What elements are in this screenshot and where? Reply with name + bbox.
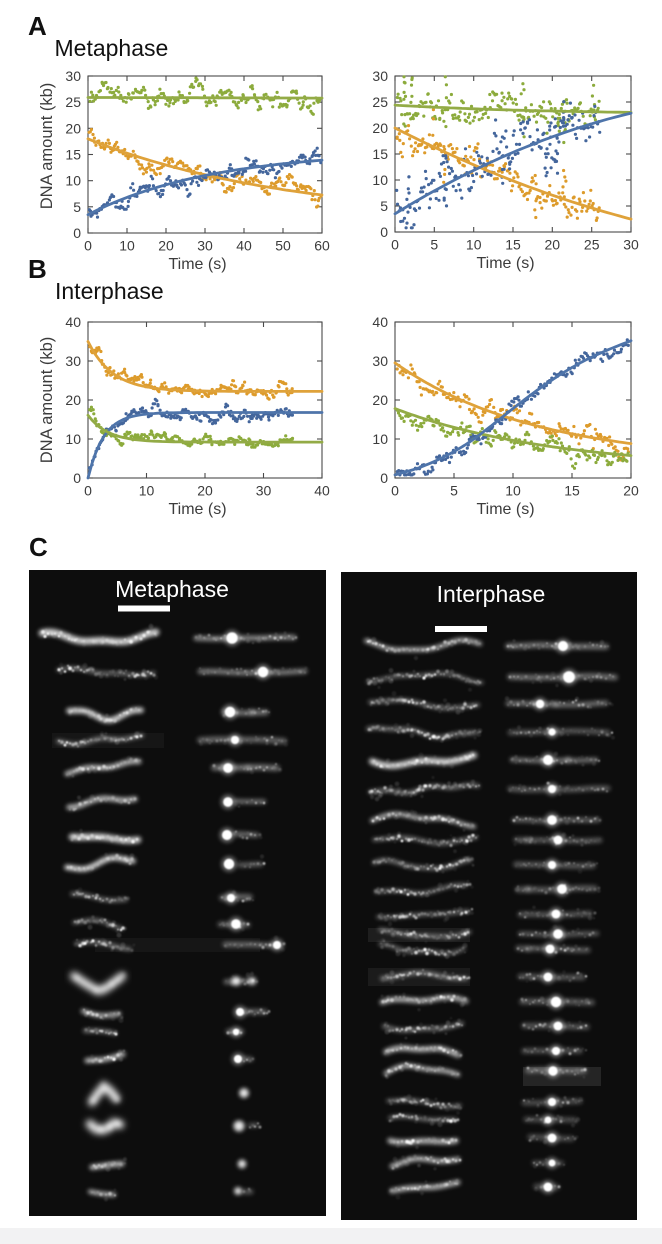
svg-text:10: 10 (139, 483, 155, 499)
svg-text:5: 5 (73, 199, 81, 215)
svg-text:5: 5 (380, 198, 388, 214)
svg-text:10: 10 (372, 172, 388, 188)
svg-text:30: 30 (65, 68, 81, 84)
svg-text:30: 30 (256, 483, 272, 499)
svg-text:50: 50 (275, 238, 291, 254)
svg-text:40: 40 (314, 483, 330, 499)
svg-text:40: 40 (65, 314, 81, 330)
svg-text:B: B (28, 254, 47, 284)
svg-text:25: 25 (372, 94, 388, 110)
svg-text:20: 20 (65, 120, 81, 136)
svg-text:DNA amount (kb): DNA amount (kb) (38, 83, 56, 210)
svg-text:0: 0 (391, 483, 399, 499)
svg-text:30: 30 (623, 237, 639, 253)
svg-text:10: 10 (65, 173, 81, 189)
svg-text:30: 30 (372, 68, 388, 84)
svg-text:60: 60 (314, 238, 330, 254)
svg-text:0: 0 (84, 483, 92, 499)
svg-text:25: 25 (584, 237, 600, 253)
svg-text:25: 25 (65, 94, 81, 110)
svg-text:15: 15 (65, 147, 81, 163)
svg-text:20: 20 (65, 392, 81, 408)
svg-text:30: 30 (372, 353, 388, 369)
svg-text:0: 0 (380, 470, 388, 486)
svg-text:20: 20 (545, 237, 561, 253)
svg-text:15: 15 (564, 483, 580, 499)
svg-text:10: 10 (505, 483, 521, 499)
svg-text:20: 20 (197, 483, 213, 499)
svg-text:A: A (28, 11, 47, 41)
svg-text:15: 15 (372, 146, 388, 162)
svg-text:20: 20 (623, 483, 639, 499)
svg-text:40: 40 (236, 238, 252, 254)
svg-text:30: 30 (197, 238, 213, 254)
svg-text:10: 10 (65, 431, 81, 447)
svg-text:0: 0 (391, 237, 399, 253)
svg-text:Time (s): Time (s) (168, 256, 226, 273)
svg-text:20: 20 (158, 238, 174, 254)
svg-text:Interphase: Interphase (437, 581, 546, 607)
svg-text:10: 10 (119, 238, 135, 254)
svg-text:30: 30 (65, 353, 81, 369)
svg-text:Time (s): Time (s) (476, 501, 534, 518)
svg-text:Metaphase: Metaphase (115, 576, 229, 602)
svg-text:0: 0 (73, 470, 81, 486)
svg-text:Time (s): Time (s) (168, 501, 226, 518)
svg-text:Interphase: Interphase (55, 278, 164, 304)
svg-text:DNA amount (kb): DNA amount (kb) (38, 337, 56, 464)
svg-text:Time (s): Time (s) (476, 255, 534, 272)
svg-text:0: 0 (84, 238, 92, 254)
svg-text:10: 10 (466, 237, 482, 253)
svg-text:0: 0 (73, 225, 81, 241)
svg-text:Metaphase: Metaphase (55, 35, 169, 61)
svg-text:10: 10 (372, 431, 388, 447)
svg-text:5: 5 (450, 483, 458, 499)
svg-text:5: 5 (430, 237, 438, 253)
svg-text:15: 15 (505, 237, 521, 253)
svg-text:C: C (29, 532, 48, 562)
svg-text:20: 20 (372, 392, 388, 408)
svg-text:0: 0 (380, 224, 388, 240)
svg-text:40: 40 (372, 314, 388, 330)
svg-text:20: 20 (372, 120, 388, 136)
